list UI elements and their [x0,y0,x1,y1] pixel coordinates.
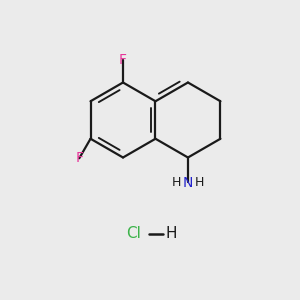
Text: N: N [183,176,193,190]
Text: F: F [119,53,127,67]
Text: H: H [172,176,181,190]
Text: F: F [75,151,83,165]
Text: H: H [166,226,177,242]
Text: Cl: Cl [126,226,141,242]
Text: H: H [195,176,204,190]
